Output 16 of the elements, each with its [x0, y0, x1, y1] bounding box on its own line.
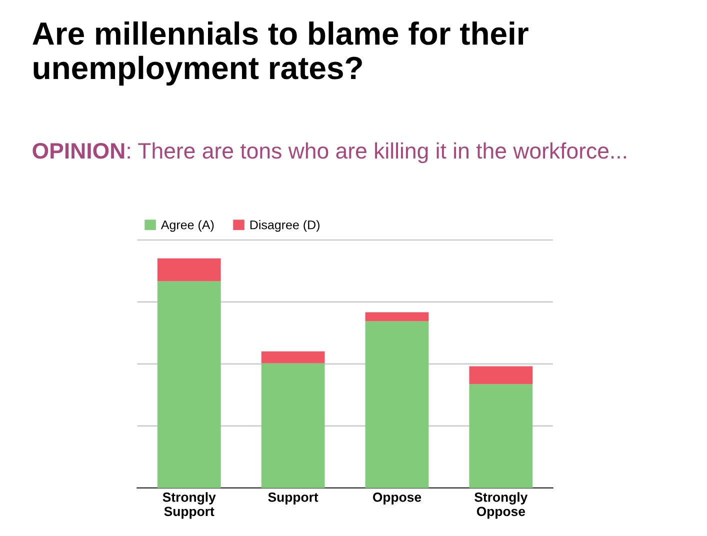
x-tick-label: Strongly Support — [162, 492, 216, 519]
bar — [469, 366, 533, 384]
bar — [261, 363, 325, 488]
bar — [365, 321, 429, 488]
chart-subtitle: OPINION: There are tons who are killing it in the workforce... — [32, 142, 626, 164]
x-tick-label: Strongly Oppose — [474, 492, 528, 519]
legend-label: Disagree (D) — [250, 220, 320, 232]
chart-title: Are millennials to blame for their unemployment rates? — [32, 21, 528, 86]
bar — [157, 258, 221, 282]
legend-label: Agree (A) — [160, 220, 214, 232]
bar — [469, 384, 533, 488]
bar — [261, 351, 325, 364]
x-tick-label: Oppose — [372, 492, 422, 504]
bar — [365, 312, 429, 322]
bar — [157, 281, 221, 488]
x-tick-label: Support — [268, 492, 318, 504]
